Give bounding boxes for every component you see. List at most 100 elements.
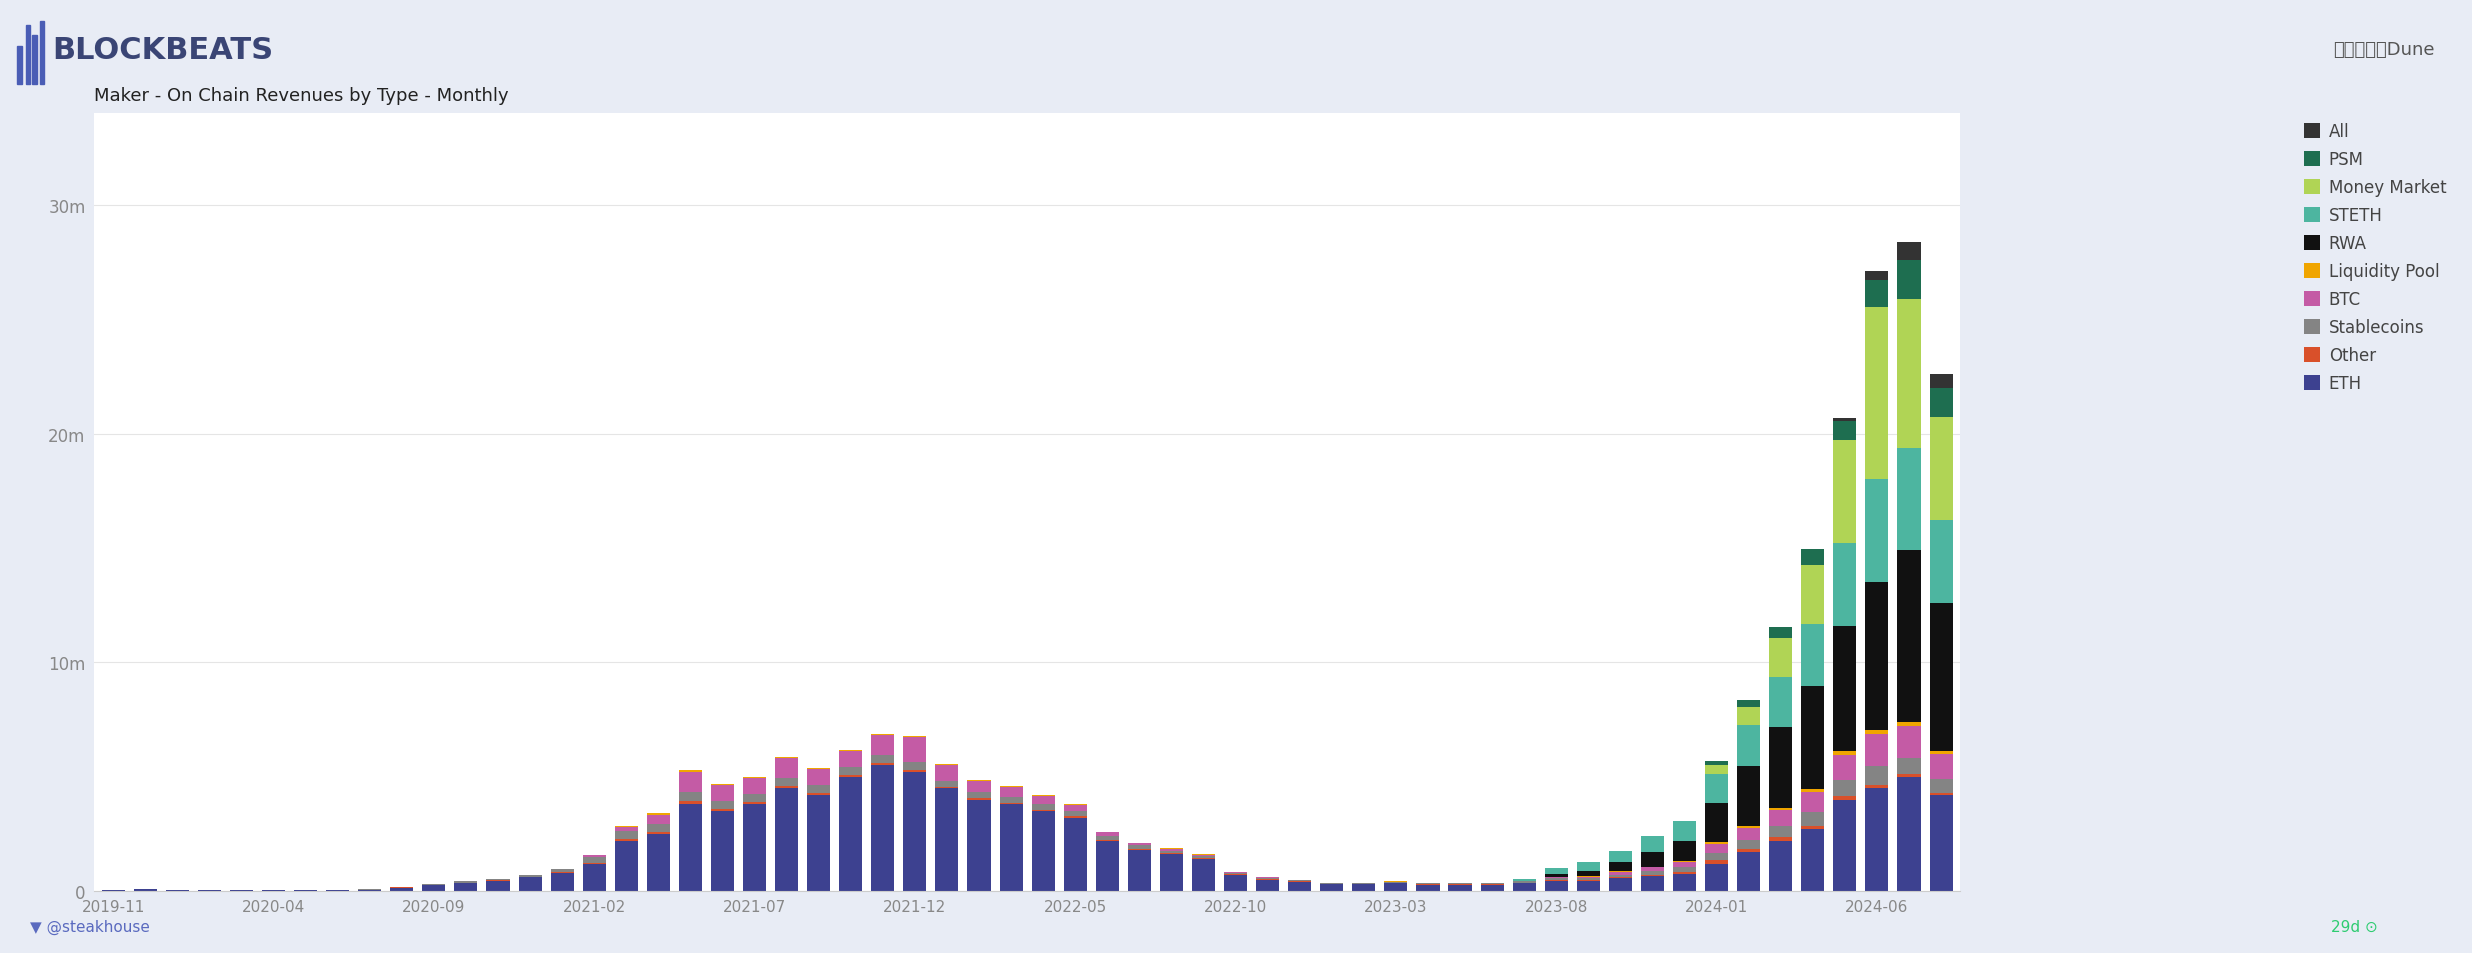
Bar [712, 811, 734, 891]
Bar [1031, 796, 1056, 804]
Bar [1931, 418, 1953, 520]
Bar [1545, 868, 1567, 874]
Bar [133, 889, 156, 891]
Bar [487, 881, 509, 891]
Bar [1256, 880, 1278, 891]
Bar [391, 887, 413, 891]
Bar [32, 36, 37, 85]
Bar [1674, 862, 1696, 867]
Bar [519, 878, 541, 891]
Bar [1706, 843, 1728, 853]
Bar [744, 802, 766, 804]
Bar [1931, 752, 1953, 755]
Bar [1834, 797, 1856, 800]
Bar [1834, 441, 1856, 544]
Bar [1577, 871, 1599, 877]
Bar [934, 788, 959, 891]
Bar [583, 857, 606, 862]
Bar [583, 855, 606, 857]
Bar [1159, 849, 1184, 851]
Bar [1770, 639, 1792, 678]
Bar [1866, 281, 1889, 308]
Bar [1192, 857, 1216, 858]
Bar [1866, 582, 1889, 731]
Bar [1898, 722, 1921, 726]
Text: 29d ⊙: 29d ⊙ [2331, 920, 2378, 934]
Bar [1931, 755, 1953, 780]
Bar [101, 890, 124, 891]
Bar [744, 778, 766, 779]
Bar [680, 804, 702, 891]
Bar [870, 735, 895, 756]
Bar [487, 879, 509, 881]
Bar [967, 781, 991, 793]
Bar [519, 875, 541, 877]
Bar [776, 786, 798, 788]
Bar [1674, 821, 1696, 841]
Bar [1095, 841, 1120, 891]
Bar [1738, 725, 1760, 766]
Bar [1609, 879, 1632, 891]
Bar [648, 815, 670, 824]
Bar [1159, 855, 1184, 891]
Bar [967, 800, 991, 891]
Bar [1481, 884, 1503, 891]
Bar [1834, 626, 1856, 752]
Bar [616, 827, 638, 831]
Bar [1931, 795, 1953, 891]
Bar [1834, 421, 1856, 441]
Text: Maker - On Chain Revenues by Type - Monthly: Maker - On Chain Revenues by Type - Mont… [94, 87, 509, 105]
Bar [1641, 876, 1664, 891]
Bar [776, 788, 798, 891]
Bar [934, 765, 959, 781]
Bar [1738, 766, 1760, 826]
Bar [712, 801, 734, 809]
Bar [838, 751, 863, 767]
Bar [680, 770, 702, 772]
Bar [902, 770, 927, 772]
Bar [1931, 603, 1953, 752]
Bar [902, 738, 927, 762]
Bar [967, 799, 991, 800]
Bar [744, 804, 766, 891]
Bar [1866, 785, 1889, 788]
Bar [1609, 872, 1632, 875]
Bar [744, 795, 766, 802]
Bar [1256, 878, 1278, 879]
Bar [1931, 375, 1953, 388]
Bar [1770, 627, 1792, 639]
Bar [776, 757, 798, 758]
Bar [838, 767, 863, 775]
Bar [1738, 826, 1760, 828]
Bar [870, 756, 895, 763]
Bar [1513, 879, 1535, 881]
Bar [1834, 800, 1856, 891]
Bar [1031, 811, 1056, 891]
Text: 数据来源：Dune: 数据来源：Dune [2334, 41, 2435, 59]
Bar [1641, 867, 1664, 871]
Bar [999, 804, 1023, 891]
Bar [934, 787, 959, 788]
Bar [648, 834, 670, 891]
Bar [616, 840, 638, 841]
Bar [1641, 852, 1664, 866]
Bar [1127, 845, 1152, 849]
Bar [1866, 479, 1889, 582]
Bar [1802, 792, 1824, 812]
Bar [40, 22, 44, 85]
Bar [1159, 851, 1184, 854]
Bar [1609, 862, 1632, 871]
Bar [648, 814, 670, 815]
Text: ▼ @steakhouse: ▼ @steakhouse [30, 920, 148, 934]
Bar [712, 784, 734, 785]
Bar [1063, 811, 1088, 817]
Bar [1641, 871, 1664, 875]
Bar [1674, 874, 1696, 891]
Bar [1545, 881, 1567, 891]
Bar [1545, 879, 1567, 880]
Bar [1192, 855, 1216, 857]
Bar [1127, 850, 1152, 891]
Bar [551, 869, 574, 872]
Bar [1706, 764, 1728, 774]
Bar [1770, 728, 1792, 808]
